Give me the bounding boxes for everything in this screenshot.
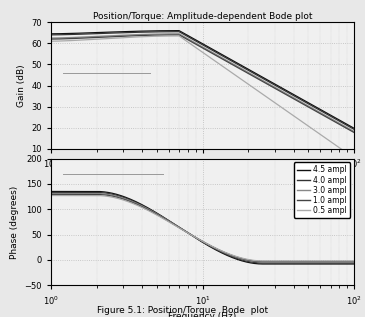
- 3.0 ampl: [261, 260, 265, 264]
- 3.0 ampl: [103, 192, 107, 196]
- Title: Position/Torque: Amplitude-dependent Bode plot: Position/Torque: Amplitude-dependent Bod…: [93, 12, 312, 22]
- 4.0 ampl: [251, 261, 255, 264]
- Line: 3.0 ampl: 3.0 ampl: [51, 193, 354, 262]
- Line: 1.0 ampl: 1.0 ampl: [51, 195, 354, 262]
- 1.0 ampl: [49, 193, 53, 197]
- Line: 0.5 ampl: 0.5 ampl: [51, 196, 354, 261]
- 4.0 ampl: [352, 261, 356, 265]
- 1.0 ampl: [103, 193, 107, 197]
- X-axis label: Frequency (Hz): Frequency (Hz): [169, 312, 237, 317]
- 0.5 ampl: [127, 200, 131, 204]
- 1.0 ampl: [277, 260, 282, 263]
- 4.0 ampl: [127, 197, 131, 201]
- 1.0 ampl: [251, 259, 255, 263]
- Line: 4.5 ampl: 4.5 ampl: [51, 191, 354, 264]
- Legend: 4.5 ampl, 4.0 ampl, 3.0 ampl, 1.0 ampl, 0.5 ampl: 4.5 ampl, 4.0 ampl, 3.0 ampl, 1.0 ampl, …: [293, 162, 350, 218]
- 4.0 ampl: [186, 231, 191, 235]
- 4.5 ampl: [352, 262, 356, 266]
- 0.5 ampl: [186, 231, 191, 235]
- 0.5 ampl: [227, 252, 232, 256]
- 4.0 ampl: [277, 261, 282, 265]
- 4.5 ampl: [251, 262, 255, 265]
- 1.0 ampl: [352, 260, 356, 263]
- Line: 4.0 ampl: 4.0 ampl: [51, 192, 354, 263]
- 0.5 ampl: [352, 259, 356, 263]
- 0.5 ampl: [261, 259, 265, 263]
- 3.0 ampl: [352, 260, 356, 264]
- 1.0 ampl: [186, 231, 191, 235]
- 4.0 ampl: [227, 254, 232, 257]
- 1.0 ampl: [127, 199, 131, 203]
- 4.0 ampl: [103, 191, 107, 195]
- 4.5 ampl: [261, 262, 265, 266]
- 3.0 ampl: [277, 260, 282, 264]
- X-axis label: Frequency (Hz): Frequency (Hz): [169, 176, 237, 185]
- 1.0 ampl: [227, 253, 232, 256]
- 4.5 ampl: [49, 190, 53, 193]
- Text: Figure 5.1: Position/Torque  Bode  plot: Figure 5.1: Position/Torque Bode plot: [97, 307, 268, 315]
- 3.0 ampl: [127, 198, 131, 202]
- 3.0 ampl: [186, 231, 191, 235]
- Y-axis label: Phase (degrees): Phase (degrees): [10, 185, 19, 259]
- 0.5 ampl: [251, 258, 255, 262]
- 4.0 ampl: [261, 261, 265, 265]
- 4.0 ampl: [49, 191, 53, 194]
- 3.0 ampl: [251, 259, 255, 263]
- 4.5 ampl: [103, 190, 107, 194]
- 0.5 ampl: [49, 194, 53, 197]
- 1.0 ampl: [261, 260, 265, 263]
- Y-axis label: Gain (dB): Gain (dB): [17, 64, 26, 107]
- 4.5 ampl: [277, 262, 282, 266]
- 3.0 ampl: [49, 191, 53, 195]
- 4.5 ampl: [186, 231, 191, 235]
- 0.5 ampl: [277, 259, 282, 263]
- 0.5 ampl: [103, 194, 107, 198]
- 3.0 ampl: [227, 253, 232, 257]
- 4.5 ampl: [127, 197, 131, 201]
- 4.5 ampl: [227, 255, 232, 258]
